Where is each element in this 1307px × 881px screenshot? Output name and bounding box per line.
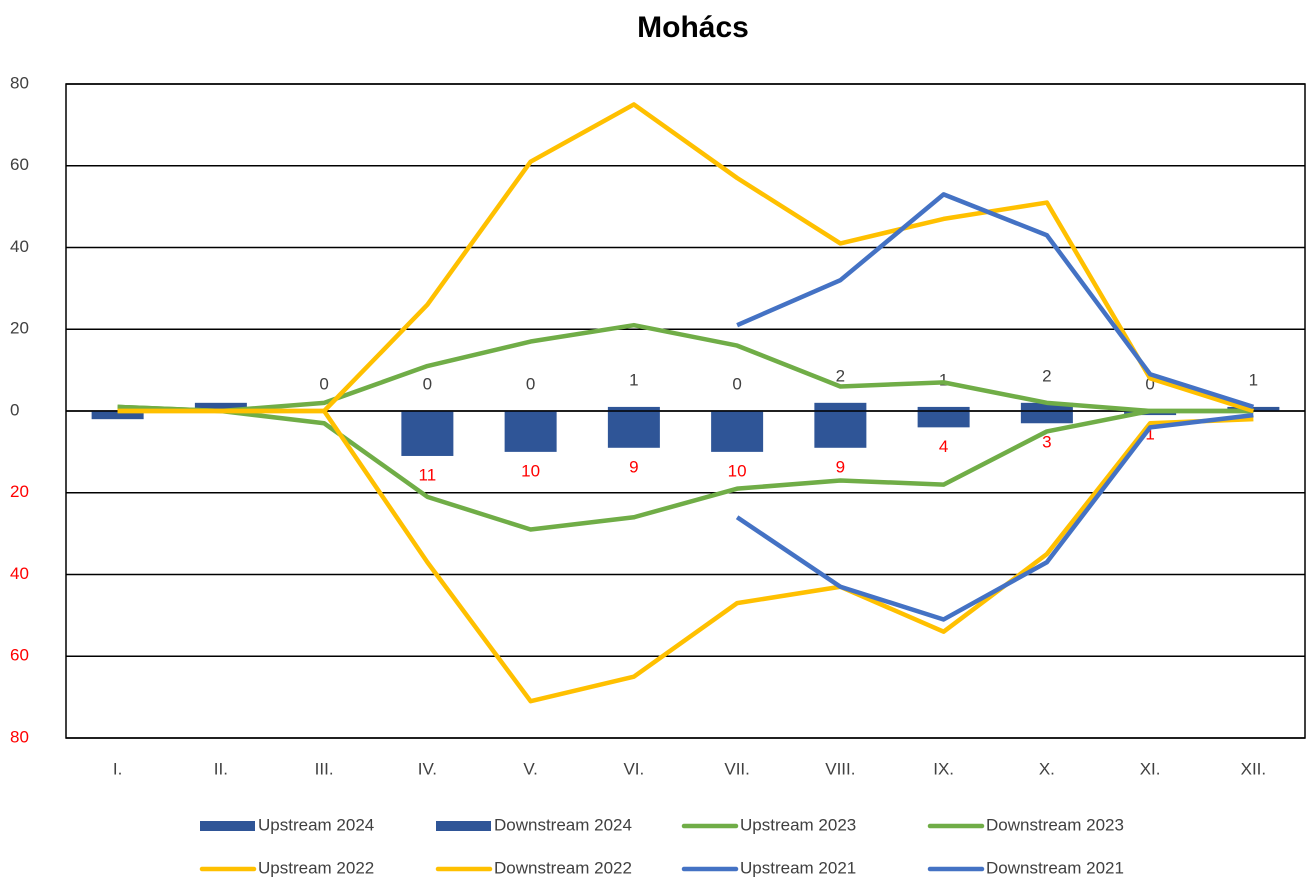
data-label: 0 [319,374,328,393]
bar [194,402,247,411]
x-tick-label: XI. [1140,759,1161,778]
data-label: 2 [836,366,845,385]
chart-title: Mohács [637,11,749,44]
bar [711,411,764,452]
legend-swatch [200,821,255,831]
data-label: 9 [629,457,638,476]
data-label: 10 [521,461,540,480]
x-tick-label: VII. [724,759,750,778]
data-label: 1 [1249,370,1258,389]
legend-label: Upstream 2021 [740,858,856,877]
legend-label: Downstream 2022 [494,858,632,877]
legend-label: Downstream 2024 [494,815,632,834]
data-label: 3 [1042,433,1051,452]
data-label: 0 [423,374,432,393]
bar [607,406,660,411]
data-label: 1 [629,370,638,389]
bar [1020,411,1073,424]
bar [1020,402,1073,411]
data-label: 1 [1145,425,1154,444]
x-tick-label: XII. [1241,759,1267,778]
data-label: 4 [939,437,948,456]
data-label: 0 [1145,374,1154,393]
data-label: 10 [728,461,747,480]
bar [814,402,867,411]
y-tick-label: 60 [10,155,29,174]
x-tick-label: VIII. [825,759,855,778]
x-tick-label: X. [1039,759,1055,778]
legend-label: Downstream 2023 [986,815,1124,834]
data-label: 0 [526,374,535,393]
x-tick-label: VI. [623,759,644,778]
legend-label: Upstream 2023 [740,815,856,834]
y-tick-label: 80 [10,73,29,92]
data-label: 0 [732,374,741,393]
line-series [117,102,1255,414]
y-tick-label: 40 [10,237,29,256]
y-tick-label: 80 [10,727,29,746]
data-label: 11 [419,465,437,484]
bar [917,411,970,428]
x-tick-label: I. [113,759,122,778]
y-tick-label: 20 [10,319,29,338]
y-tick-label: 0 [10,400,19,419]
y-tick-label: 40 [10,564,29,583]
x-tick-label: II. [214,759,228,778]
x-tick-label: IX. [933,759,954,778]
line-series [117,404,1254,532]
data-label: 9 [836,457,845,476]
bar [917,406,970,411]
x-tick-label: IV. [418,759,437,778]
bar [91,411,144,420]
data-label: 1 [939,370,948,389]
legend-label: Upstream 2024 [258,815,374,834]
line-series [117,322,1254,414]
bar [504,411,557,452]
bar [814,411,867,448]
bar [607,411,660,448]
line-series [736,192,1255,410]
line-series [735,412,1254,622]
legend-label: Upstream 2022 [258,858,374,877]
legend-label: Downstream 2021 [986,858,1124,877]
y-tick-label: 60 [10,646,29,665]
y-tick-label: 20 [10,482,29,501]
x-tick-label: III. [315,759,334,778]
data-label: 2 [1042,366,1051,385]
bar [401,411,454,456]
legend-swatch [436,821,491,831]
x-tick-label: V. [523,759,538,778]
line-series [117,408,1254,704]
